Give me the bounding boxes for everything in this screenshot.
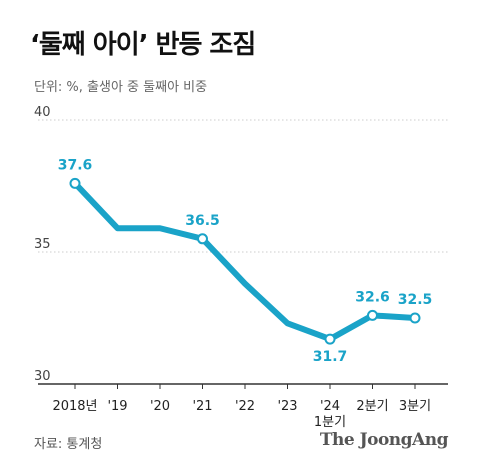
x-tick-label-2: '20 <box>150 399 170 414</box>
x-tick-label-7: 2분기 <box>356 399 388 414</box>
data-point-3 <box>197 233 208 245</box>
y-tick-label-30: 30 <box>34 369 51 384</box>
data-point-8 <box>409 312 421 324</box>
x-tick-label-1: '19 <box>107 399 127 414</box>
data-label-7: 32.6 <box>355 289 390 305</box>
y-tick-label-35: 35 <box>34 237 51 252</box>
x-tick-sublabel-6: 1분기 <box>314 415 346 430</box>
unit-note: 단위: %, 출생아 중 둘째아 비중 <box>34 80 208 95</box>
x-tick-label-6: '24 <box>320 399 340 414</box>
data-point-6 <box>324 333 336 345</box>
x-tick-label-3: '21 <box>192 399 212 414</box>
data-point-0 <box>69 177 81 189</box>
data-label-0: 37.6 <box>58 157 93 173</box>
data-point-7 <box>367 309 378 321</box>
x-tick-label-0: 2018년 <box>52 399 97 414</box>
chart-title: ‘둘째 아이’ 반등 조짐 <box>30 30 256 60</box>
y-tick-label-40: 40 <box>34 105 51 120</box>
x-tick-label-8: 3분기 <box>399 399 431 414</box>
source-note: 자료: 통계청 <box>34 437 103 452</box>
data-label-8: 32.5 <box>398 292 433 308</box>
series-line <box>72 180 418 343</box>
x-tick-label-4: '22 <box>235 399 255 414</box>
data-label-6: 31.7 <box>313 349 348 365</box>
data-label-3: 36.5 <box>185 213 220 229</box>
publisher-logo: The JoongAng <box>319 430 449 450</box>
x-tick-label-5: '23 <box>277 399 297 414</box>
